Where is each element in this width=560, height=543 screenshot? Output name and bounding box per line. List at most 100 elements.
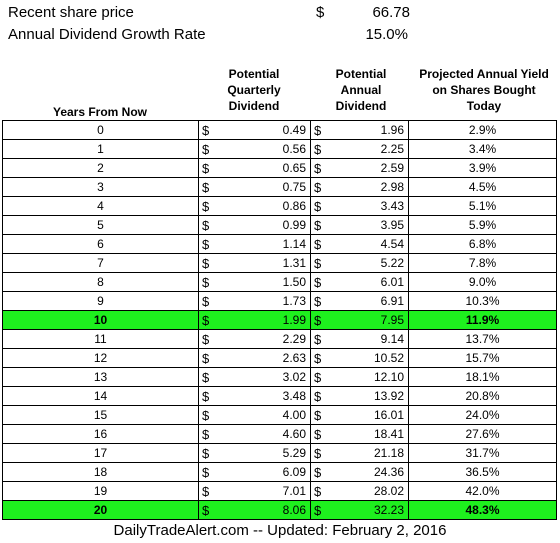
quarterly-dividend-cell: 1.73 xyxy=(212,291,311,311)
currency-cell: $ xyxy=(310,329,325,349)
annual-dividend-cell: 5.22 xyxy=(324,253,409,273)
annual-dividend-cell: 24.36 xyxy=(324,462,409,482)
yield-cell: 5.9% xyxy=(408,215,557,235)
column-header-quarterly-line: Quarterly xyxy=(227,83,281,97)
year-cell: 14 xyxy=(2,386,199,406)
column-header-yield-line: Today xyxy=(466,99,502,113)
yield-cell: 5.1% xyxy=(408,196,557,216)
column-header-annual-line: Annual xyxy=(340,83,382,97)
year-cell: 13 xyxy=(2,367,199,387)
currency-cell: $ xyxy=(310,500,325,520)
annual-dividend-cell: 21.18 xyxy=(324,443,409,463)
year-cell: 6 xyxy=(2,234,199,254)
annual-dividend-cell: 32.23 xyxy=(324,500,409,520)
column-header-annual-line: Dividend xyxy=(335,99,387,113)
year-cell: 8 xyxy=(2,272,199,292)
currency-cell: $ xyxy=(310,310,325,330)
column-header-annual: Potential Annual Dividend xyxy=(312,66,410,114)
currency-cell: $ xyxy=(310,443,325,463)
column-header-quarterly: Potential Quarterly Dividend xyxy=(198,66,310,114)
yield-cell: 4.5% xyxy=(408,177,557,197)
currency-cell: $ xyxy=(198,443,213,463)
year-cell: 18 xyxy=(2,462,199,482)
year-cell: 10 xyxy=(2,310,199,330)
table-row: 7 $1.31 $5.22 7.8% xyxy=(2,253,557,273)
currency-cell: $ xyxy=(198,500,213,520)
column-header-yield: Projected Annual Yield on Shares Bought … xyxy=(410,66,558,114)
yield-cell: 27.6% xyxy=(408,424,557,444)
currency-cell: $ xyxy=(310,386,325,406)
quarterly-dividend-cell: 5.29 xyxy=(212,443,311,463)
currency-cell: $ xyxy=(310,405,325,425)
footer-credit: DailyTradeAlert.com -- Updated: February… xyxy=(113,522,447,539)
yield-cell: 15.7% xyxy=(408,348,557,368)
column-header-quarterly-line: Potential xyxy=(228,67,280,81)
year-cell: 2 xyxy=(2,158,199,178)
annual-dividend-cell: 2.25 xyxy=(324,139,409,159)
annual-dividend-cell: 9.14 xyxy=(324,329,409,349)
quarterly-dividend-cell: 7.01 xyxy=(212,481,311,501)
year-cell: 5 xyxy=(2,215,199,235)
currency-cell: $ xyxy=(310,291,325,311)
column-header-yield-line: on Shares Bought xyxy=(432,83,536,97)
table-row: 19 $7.01 $28.02 42.0% xyxy=(2,481,557,501)
yield-cell: 3.4% xyxy=(408,139,557,159)
currency-cell: $ xyxy=(198,462,213,482)
annual-dividend-cell: 12.10 xyxy=(324,367,409,387)
annual-dividend-cell: 2.98 xyxy=(324,177,409,197)
yield-cell: 13.7% xyxy=(408,329,557,349)
currency-cell: $ xyxy=(198,310,213,330)
table-row: 5 $0.99 $3.95 5.9% xyxy=(2,215,557,235)
currency-cell: $ xyxy=(198,158,213,178)
year-cell: 12 xyxy=(2,348,199,368)
annual-dividend-cell: 16.01 xyxy=(324,405,409,425)
quarterly-dividend-cell: 8.06 xyxy=(212,500,311,520)
currency-cell: $ xyxy=(198,139,213,159)
year-cell: 16 xyxy=(2,424,199,444)
currency-cell: $ xyxy=(198,348,213,368)
dividend-projection-table: 0 $0.49 $1.96 2.9% 1 $0.56 $2.25 3.4% 2 $0.65 $2.5… xyxy=(2,120,557,520)
currency-cell: $ xyxy=(198,177,213,197)
quarterly-dividend-cell: 1.50 xyxy=(212,272,311,292)
yield-cell: 3.9% xyxy=(408,158,557,178)
yield-cell: 42.0% xyxy=(408,481,557,501)
annual-dividend-cell: 3.95 xyxy=(324,215,409,235)
quarterly-dividend-cell: 4.60 xyxy=(212,424,311,444)
currency-cell: $ xyxy=(310,424,325,444)
quarterly-dividend-cell: 0.86 xyxy=(212,196,311,216)
currency-cell: $ xyxy=(310,158,325,178)
year-cell: 7 xyxy=(2,253,199,273)
currency-cell: $ xyxy=(310,367,325,387)
share-price-currency: $ xyxy=(316,4,325,21)
table-row: 13 $3.02 $12.10 18.1% xyxy=(2,367,557,387)
currency-cell: $ xyxy=(198,196,213,216)
table-row: 12 $2.63 $10.52 15.7% xyxy=(2,348,557,368)
quarterly-dividend-cell: 1.14 xyxy=(212,234,311,254)
table-row: 20 $8.06 $32.23 48.3% xyxy=(2,500,557,520)
table-row: 8 $1.50 $6.01 9.0% xyxy=(2,272,557,292)
year-cell: 0 xyxy=(2,120,199,140)
year-cell: 17 xyxy=(2,443,199,463)
currency-cell: $ xyxy=(310,196,325,216)
currency-cell: $ xyxy=(198,367,213,387)
share-price-label: Recent share price xyxy=(8,4,134,21)
currency-cell: $ xyxy=(198,329,213,349)
table-row: 16 $4.60 $18.41 27.6% xyxy=(2,424,557,444)
currency-cell: $ xyxy=(198,291,213,311)
annual-dividend-cell: 2.59 xyxy=(324,158,409,178)
year-cell: 11 xyxy=(2,329,199,349)
currency-cell: $ xyxy=(198,272,213,292)
column-header-annual-line: Potential xyxy=(335,67,387,81)
share-price-value: 66.78 xyxy=(372,4,410,21)
table-row: 15 $4.00 $16.01 24.0% xyxy=(2,405,557,425)
table-row: 1 $0.56 $2.25 3.4% xyxy=(2,139,557,159)
table-row: 14 $3.48 $13.92 20.8% xyxy=(2,386,557,406)
currency-cell: $ xyxy=(198,481,213,501)
yield-cell: 6.8% xyxy=(408,234,557,254)
currency-cell: $ xyxy=(198,215,213,235)
quarterly-dividend-cell: 1.31 xyxy=(212,253,311,273)
annual-dividend-cell: 6.01 xyxy=(324,272,409,292)
annual-dividend-cell: 10.52 xyxy=(324,348,409,368)
yield-cell: 7.8% xyxy=(408,253,557,273)
table-row: 17 $5.29 $21.18 31.7% xyxy=(2,443,557,463)
